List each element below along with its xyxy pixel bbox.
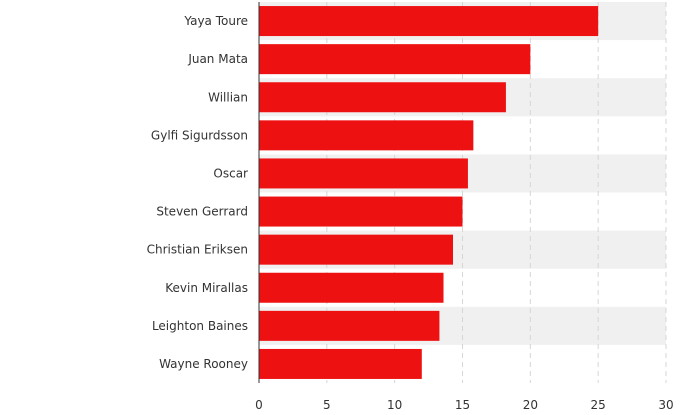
bar <box>259 196 463 227</box>
bar <box>259 234 454 265</box>
bars <box>259 6 599 379</box>
category-label: Wayne Rooney <box>159 357 248 371</box>
category-label: Juan Mata <box>187 52 248 66</box>
x-tick-label: 0 <box>255 398 263 412</box>
bar <box>259 82 506 113</box>
bar <box>259 310 440 341</box>
bar <box>259 272 444 303</box>
category-label: Oscar <box>213 166 248 180</box>
bar <box>259 348 422 379</box>
x-tick-label: 20 <box>523 398 538 412</box>
category-label: Gylfi Sigurdsson <box>151 128 248 142</box>
category-label: Yaya Toure <box>183 14 248 28</box>
x-tick-label: 5 <box>323 398 331 412</box>
x-tick-label: 10 <box>387 398 402 412</box>
x-tick-label: 30 <box>658 398 673 412</box>
category-label: Christian Eriksen <box>147 243 248 257</box>
x-tick-label: 15 <box>455 398 470 412</box>
bar <box>259 158 468 189</box>
bar <box>259 6 599 37</box>
category-label: Leighton Baines <box>152 319 248 333</box>
x-tick-label: 25 <box>591 398 606 412</box>
category-label: Steven Gerrard <box>156 205 248 219</box>
x-ticks: 0 5 10 15 20 25 30 <box>255 398 673 412</box>
category-labels: Yaya Toure Juan Mata Willian Gylfi Sigurdss… <box>147 14 248 371</box>
category-label: Kevin Mirallas <box>165 281 248 295</box>
category-label: Willian <box>208 90 248 104</box>
bar <box>259 44 531 75</box>
bar <box>259 120 474 151</box>
